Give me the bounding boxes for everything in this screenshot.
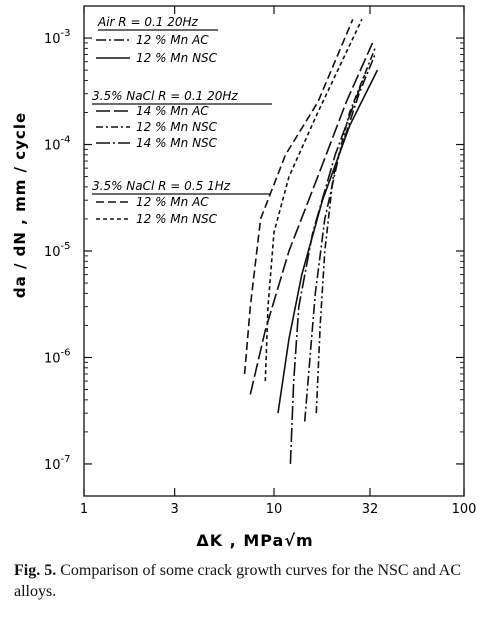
series-curve-2 bbox=[277, 69, 379, 414]
legend-entry-label: 12 % Mn NSC bbox=[136, 212, 218, 226]
x-tick-label: 1 bbox=[80, 502, 88, 517]
legend: Air R = 0.1 20Hz 12 % Mn AC 12 % Mn NSC 3.5… bbox=[92, 15, 272, 226]
x-tick-label: 32 bbox=[362, 502, 379, 517]
legend-entry-label: 12 % Mn NSC bbox=[136, 51, 218, 65]
series-curve-7 bbox=[264, 18, 363, 382]
series-layer bbox=[243, 18, 379, 464]
legend-entry-label: 12 % Mn NSC bbox=[136, 120, 218, 134]
legend-group-header: Air R = 0.1 20Hz bbox=[97, 15, 199, 29]
y-tick-label: 10-4 bbox=[44, 135, 71, 154]
legend-entry-label: 12 % Mn AC bbox=[136, 33, 209, 47]
x-tick-label: 100 bbox=[452, 502, 477, 517]
figure-caption-text: Comparison of some crack growth curves f… bbox=[14, 562, 462, 600]
y-axis-tick-labels: 10-3 10-4 10-5 10-6 10-7 bbox=[44, 28, 71, 473]
series-curve-5 bbox=[289, 74, 366, 464]
series-curve-1 bbox=[303, 54, 376, 422]
series-curve-6 bbox=[243, 18, 354, 375]
legend-entry-label: 12 % Mn AC bbox=[136, 195, 209, 209]
y-axis-title: da / dN , mm / cycle bbox=[11, 112, 29, 298]
axis-ticks bbox=[83, 5, 465, 496]
figure-label: Fig. 5. bbox=[14, 562, 57, 579]
x-axis-tick-labels: 1 3 10 32 100 bbox=[80, 502, 477, 517]
y-tick-label: 10-5 bbox=[44, 241, 71, 260]
series-curve-4 bbox=[315, 48, 376, 414]
y-tick-label: 10-6 bbox=[44, 347, 71, 366]
figure-caption: Fig. 5. Comparison of some crack growth … bbox=[14, 560, 480, 602]
x-axis-title: ΔK , MPa√m bbox=[196, 531, 313, 550]
y-tick-label: 10-3 bbox=[44, 28, 71, 47]
legend-entry-label: 14 % Mn NSC bbox=[136, 136, 218, 150]
legend-group-header: 3.5% NaCl R = 0.1 20Hz bbox=[92, 89, 238, 103]
x-tick-label: 10 bbox=[266, 502, 283, 517]
crack-growth-chart: 1 3 10 32 100 10-3 10-4 10-5 10-6 10-7 Air R = 0… bbox=[11, 5, 477, 550]
series-curve-3 bbox=[249, 42, 374, 395]
legend-group-header: 3.5% NaCl R = 0.5 1Hz bbox=[92, 179, 231, 193]
y-tick-label: 10-7 bbox=[44, 454, 71, 473]
legend-entry-label: 14 % Mn AC bbox=[136, 104, 209, 118]
x-tick-label: 3 bbox=[171, 502, 179, 517]
plot-frame bbox=[83, 5, 465, 497]
